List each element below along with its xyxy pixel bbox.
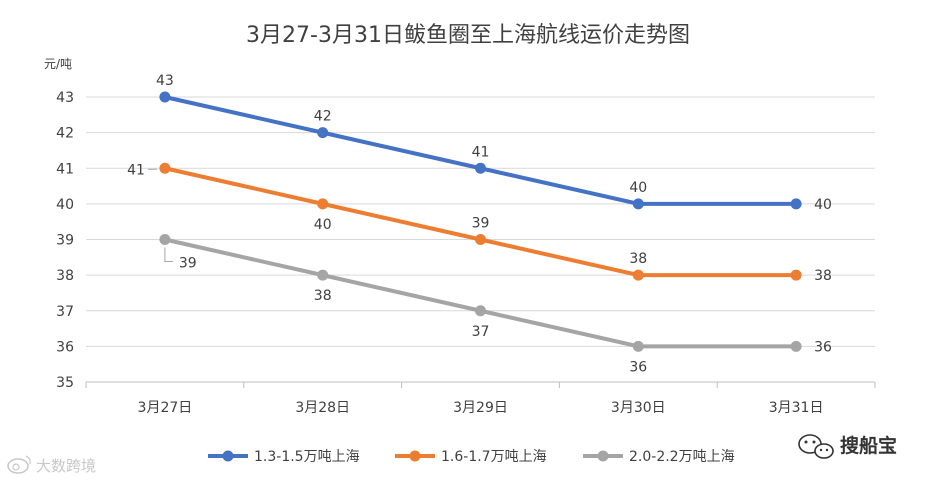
legend-swatch-marker	[222, 450, 234, 462]
data-label: 38	[814, 268, 832, 284]
data-point	[632, 269, 644, 281]
data-point	[317, 198, 329, 210]
legend-swatch-marker	[597, 450, 609, 462]
legend-label: 1.6-1.7万吨上海	[441, 449, 547, 465]
data-label: 38	[629, 251, 647, 267]
data-point	[632, 340, 644, 352]
y-tick-label: 40	[56, 197, 74, 213]
x-tick-label: 3月30日	[611, 400, 666, 416]
x-axis-ticks: 3月27日 3月28日 3月29日 3月30日 3月31日	[85, 382, 876, 416]
data-label: 39	[179, 256, 197, 272]
data-point	[159, 162, 171, 174]
y-tick-label: 38	[56, 268, 74, 284]
x-tick-label: 3月31日	[769, 400, 824, 416]
data-label: 36	[629, 359, 647, 375]
legend-label: 1.3-1.5万吨上海	[254, 449, 360, 465]
legend-label: 2.0-2.2万吨上海	[629, 449, 735, 465]
y-tick-label: 39	[56, 233, 74, 249]
data-label: 40	[314, 217, 332, 233]
wechat-icon	[798, 434, 834, 459]
data-point	[475, 234, 486, 245]
y-axis-ticks: 35 36 37 38 39 40 41 42 43	[56, 90, 74, 391]
y-axis-unit: 元/吨	[44, 57, 72, 71]
y-tick-label: 37	[56, 304, 74, 320]
data-label: 40	[814, 197, 832, 213]
data-point	[159, 234, 171, 245]
data-label: 40	[629, 180, 647, 196]
leader-line	[164, 247, 173, 262]
y-tick-label: 43	[56, 90, 74, 106]
data-point	[159, 91, 171, 103]
data-point	[475, 162, 486, 174]
data-label: 36	[814, 339, 832, 355]
legend-swatch-marker	[409, 450, 421, 462]
watermark-left-text: 大数跨境	[36, 457, 96, 475]
data-point	[790, 269, 802, 281]
legend: 1.3-1.5万吨上海 1.6-1.7万吨上海 2.0-2.2万吨上海	[208, 449, 735, 465]
data-point	[790, 340, 802, 352]
x-tick-label: 3月27日	[138, 400, 193, 416]
y-tick-label: 35	[56, 375, 74, 391]
series-lines	[159, 91, 802, 352]
y-tick-label: 41	[56, 161, 74, 177]
x-tick-label: 3月28日	[295, 400, 350, 416]
data-point	[790, 198, 802, 210]
data-label: 37	[472, 324, 490, 340]
data-point	[317, 127, 329, 139]
data-labels: 43 42 41 40 40 41 40 39 38 38 39 38 37 36 36	[127, 73, 832, 375]
data-point	[632, 198, 644, 210]
watermark-right: 搜船宝	[798, 434, 897, 459]
x-tick-label: 3月29日	[453, 400, 508, 416]
data-label: 38	[314, 288, 332, 304]
weibo-icon	[7, 455, 31, 474]
watermark-right-text: 搜船宝	[840, 434, 897, 457]
data-label: 43	[156, 73, 174, 89]
data-label: 41	[127, 162, 145, 178]
data-label: 41	[472, 144, 490, 160]
chart-title: 3月27-3月31日鲅鱼圈至上海航线运价走势图	[246, 23, 690, 48]
y-tick-label: 36	[56, 339, 74, 355]
data-point	[317, 269, 329, 281]
y-tick-label: 42	[56, 126, 74, 142]
data-label: 39	[472, 216, 490, 232]
watermark-left: 大数跨境	[7, 455, 96, 475]
data-point	[475, 305, 486, 317]
data-label: 42	[314, 109, 332, 125]
